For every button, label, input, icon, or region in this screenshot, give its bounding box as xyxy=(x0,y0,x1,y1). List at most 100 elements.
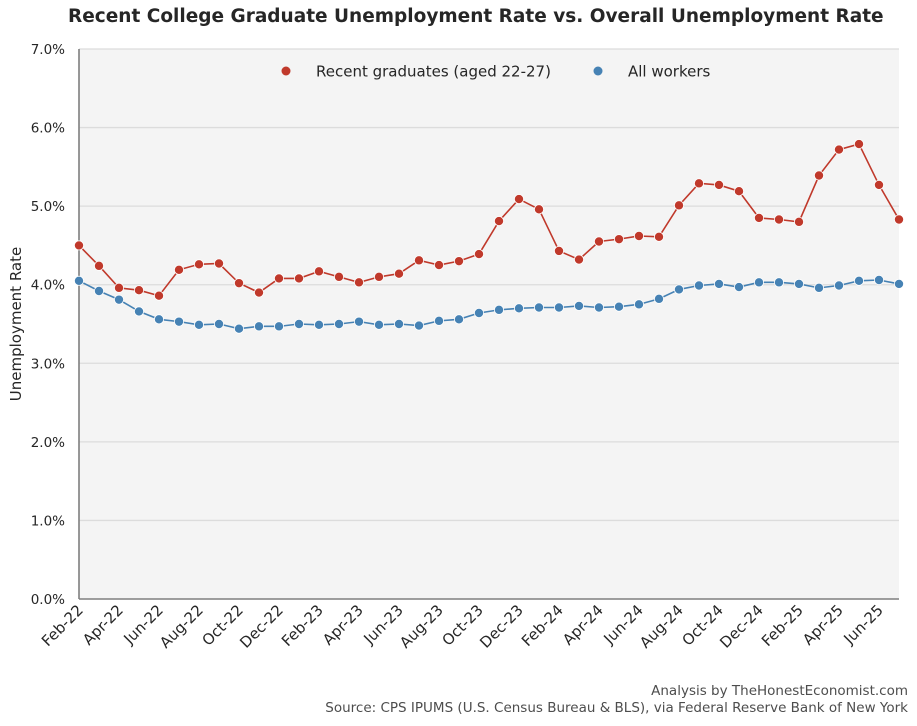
data-point xyxy=(433,260,444,271)
data-point xyxy=(714,179,725,190)
data-point xyxy=(894,214,905,225)
data-point xyxy=(273,321,284,332)
data-point xyxy=(213,318,224,329)
data-point xyxy=(114,294,125,305)
data-point xyxy=(313,319,324,330)
y-tick-labels: 0.0% 1.0% 2.0% 3.0% 4.0% 5.0% 6.0% 7.0% xyxy=(31,42,65,608)
data-point xyxy=(874,179,885,190)
data-point xyxy=(213,258,224,269)
legend-label-all-workers: All workers xyxy=(628,63,711,81)
data-point xyxy=(233,323,244,334)
data-point xyxy=(594,302,605,313)
data-point xyxy=(133,285,144,296)
data-point xyxy=(413,255,424,266)
data-point xyxy=(353,277,364,288)
y-tick-label: 0.0% xyxy=(31,592,65,608)
y-tick-label: 4.0% xyxy=(31,278,65,294)
data-point xyxy=(293,318,304,329)
x-tick-labels: Feb-22Apr-22Jun-22Aug-22Oct-22Dec-22Feb-… xyxy=(38,601,887,652)
x-tick-label: Apr-24 xyxy=(559,601,607,649)
data-point xyxy=(554,245,565,256)
legend-marker-recent-graduates xyxy=(281,66,291,76)
y-tick-label: 7.0% xyxy=(31,42,65,58)
legend: Recent graduates (aged 22-27) All worker… xyxy=(281,63,711,81)
data-point xyxy=(774,214,785,225)
data-point xyxy=(493,216,504,227)
data-point xyxy=(854,275,865,286)
data-point xyxy=(393,318,404,329)
x-tick-label: Apr-23 xyxy=(319,601,367,649)
y-tick-label: 1.0% xyxy=(31,513,65,529)
source-note: Source: CPS IPUMS (U.S. Census Bureau & … xyxy=(325,700,908,716)
data-point xyxy=(594,236,605,247)
legend-label-recent-graduates: Recent graduates (aged 22-27) xyxy=(316,63,551,81)
data-point xyxy=(794,278,805,289)
data-point xyxy=(114,282,125,293)
x-tick-label: Apr-22 xyxy=(79,601,127,649)
data-point xyxy=(473,307,484,318)
data-point xyxy=(794,216,805,227)
data-point xyxy=(133,306,144,317)
data-point xyxy=(193,259,204,270)
data-point xyxy=(453,256,464,267)
data-point xyxy=(153,314,164,325)
chart-title: Recent College Graduate Unemployment Rat… xyxy=(68,6,884,27)
data-point xyxy=(574,254,585,265)
data-point xyxy=(834,280,845,291)
data-point xyxy=(333,271,344,282)
data-point xyxy=(273,273,284,284)
data-point xyxy=(293,273,304,284)
data-point xyxy=(734,186,745,197)
y-tick-label: 5.0% xyxy=(31,199,65,215)
data-point xyxy=(734,282,745,293)
x-tick-label: Aug-23 xyxy=(396,601,447,652)
data-point xyxy=(493,304,504,315)
data-point xyxy=(754,277,765,288)
data-point xyxy=(614,234,625,245)
x-tick-label: Dec-24 xyxy=(716,601,767,652)
data-point xyxy=(313,266,324,277)
legend-marker-all-workers xyxy=(593,66,603,76)
data-point xyxy=(674,200,685,211)
data-point xyxy=(534,204,545,215)
analysis-credit: Analysis by TheHonestEconomist.com xyxy=(651,683,908,699)
data-point xyxy=(253,287,264,298)
data-point xyxy=(534,302,545,313)
data-point xyxy=(173,264,184,275)
data-point xyxy=(514,194,525,205)
data-point xyxy=(814,282,825,293)
y-tick-label: 6.0% xyxy=(31,121,65,137)
y-axis-label: Unemployment Rate xyxy=(7,247,25,401)
x-tick-label: Dec-23 xyxy=(476,601,527,652)
data-point xyxy=(774,277,785,288)
data-point xyxy=(393,268,404,279)
data-point xyxy=(94,285,105,296)
data-point xyxy=(373,271,384,282)
data-point xyxy=(353,316,364,327)
data-point xyxy=(473,249,484,260)
data-point xyxy=(834,144,845,155)
data-point xyxy=(614,301,625,312)
x-tick-label: Jun-25 xyxy=(839,601,886,648)
data-point xyxy=(854,139,865,150)
data-point xyxy=(894,278,905,289)
data-point xyxy=(94,260,105,271)
data-point xyxy=(754,212,765,223)
data-point xyxy=(413,320,424,331)
data-point xyxy=(554,302,565,313)
data-point xyxy=(694,178,705,189)
y-tick-label: 2.0% xyxy=(31,435,65,451)
series-1 xyxy=(74,274,905,334)
data-series xyxy=(74,139,905,334)
x-tick-label: Feb-25 xyxy=(758,601,807,650)
x-tick-label: Apr-25 xyxy=(799,601,847,649)
data-point xyxy=(694,280,705,291)
data-point xyxy=(253,321,264,332)
data-point xyxy=(433,315,444,326)
data-point xyxy=(453,314,464,325)
data-point xyxy=(654,293,665,304)
data-point xyxy=(714,278,725,289)
chart-footer: Analysis by TheHonestEconomist.com Sourc… xyxy=(325,683,908,717)
x-tick-label: Feb-24 xyxy=(518,601,567,650)
